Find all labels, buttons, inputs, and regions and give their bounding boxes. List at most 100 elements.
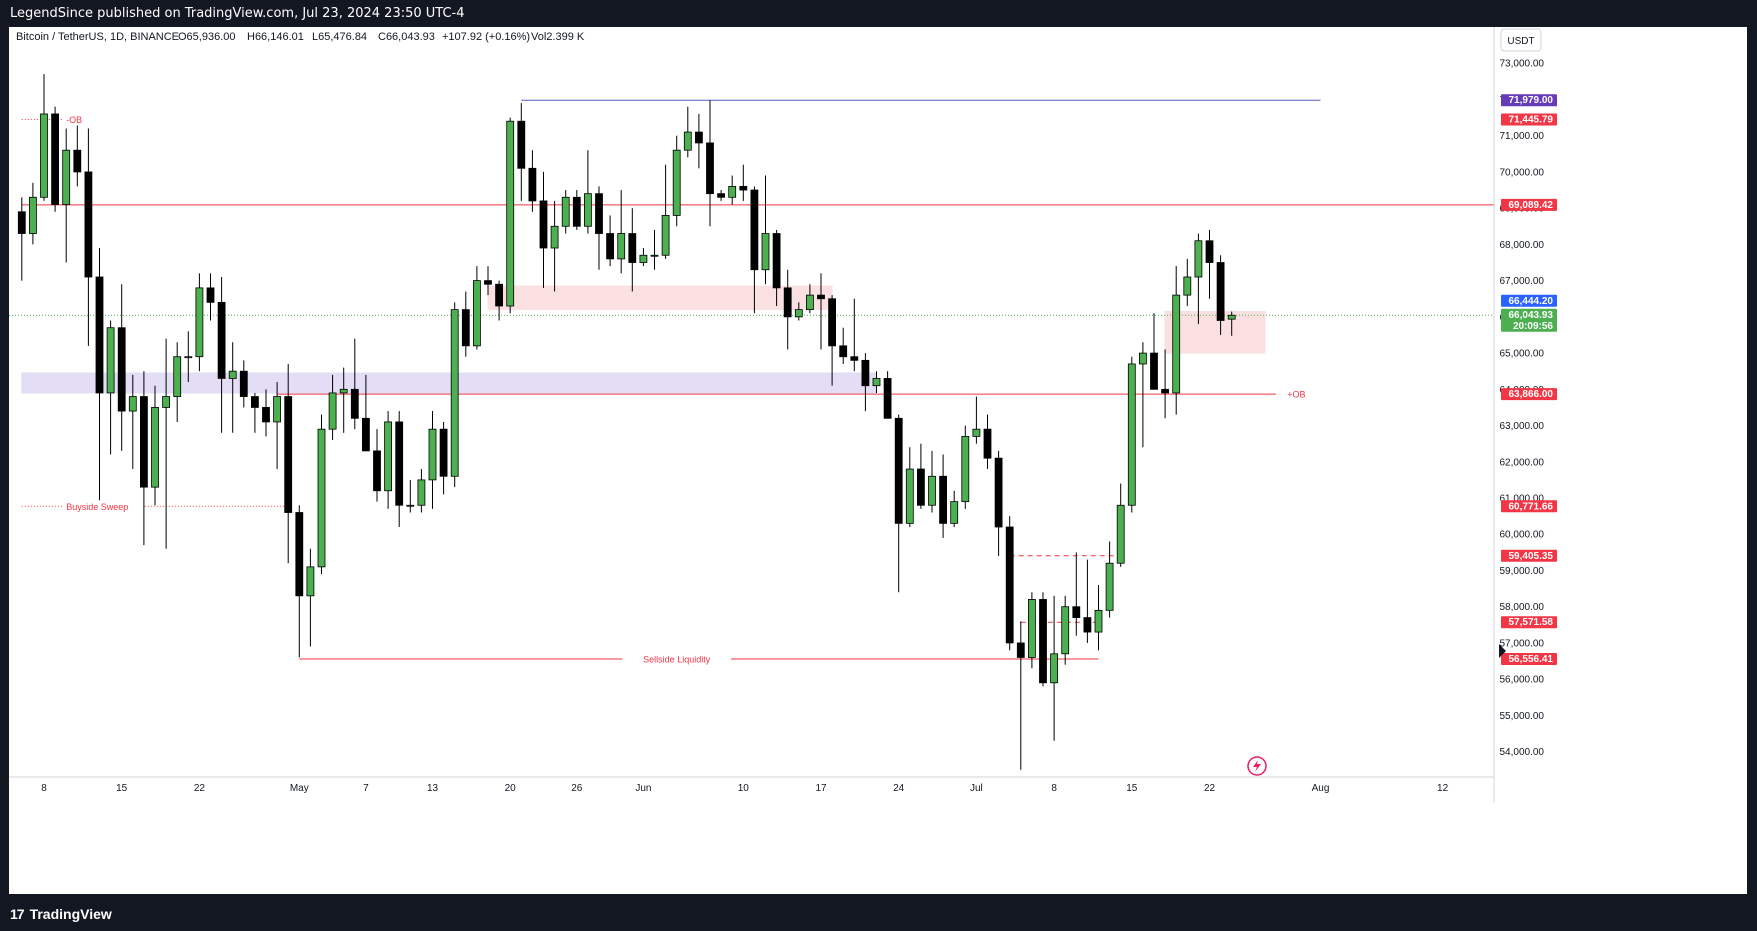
candle-body-bull [961,436,970,503]
price-badge-5757158-text: 57,571.58 [1509,617,1554,628]
candle-body-bull [794,309,803,318]
price-badge-6644420: 66,444.20 [1501,294,1557,307]
scroll-right-arrow-icon[interactable] [1499,644,1506,658]
line-label-bg [622,653,732,666]
candle [683,106,692,158]
candle-body-bear [539,200,548,249]
candle-body-bear [361,417,370,452]
candle-body-bull [306,566,315,597]
price-badge-5940535-text: 59,405.35 [1509,551,1554,562]
candle [262,389,270,437]
candle [628,208,637,292]
candle-body-bear [1216,262,1225,321]
candle [828,295,836,386]
price-badge-5940535-bg [1501,549,1557,562]
candle-body-bear [1161,388,1169,394]
candle [728,175,737,205]
candle-body-bear [983,428,992,459]
price-badge-6077166: 60,771.66 [1501,500,1557,513]
candle [1227,311,1236,336]
candle [1161,349,1169,419]
candle [1083,559,1092,643]
candle-body-bull [1028,599,1036,658]
candle [928,450,936,513]
price-badge-6077166-text: 60,771.66 [1509,501,1554,512]
candle [28,182,37,245]
candle [1028,592,1036,669]
y-tick-label: 63,000.00 [1500,421,1545,432]
legend-volume: Vol2.399 K [531,31,585,43]
candle [250,392,259,433]
candle-body-bear [772,233,781,289]
candle [1150,313,1158,390]
candle-body-bull [950,501,959,524]
x-tick-label: 8 [1051,783,1057,794]
candle-body-bear [206,287,215,303]
candle-body-bull [472,280,481,347]
candle-body-bear [750,189,759,271]
candle [894,414,903,593]
legend-high: H66,146.01 [247,31,304,43]
candle-body-bull [639,254,648,263]
candle-body-bull [1061,606,1070,655]
lightning-icon[interactable] [1247,756,1267,776]
x-tick-label: Jul [970,783,983,794]
currency-button[interactable] [1500,28,1542,52]
candle-body-bear [1016,642,1025,658]
line-label-sellside-liquidity: Sellside Liquidity [643,655,711,665]
candle [384,411,393,509]
candle-body-bull [806,294,814,311]
candle [584,150,592,234]
candle-body-bull [317,428,326,568]
legend-low: L65,476.84 [312,31,367,43]
price-badge-7197900-bg [1501,94,1557,107]
candle [17,197,26,281]
candle [550,200,559,292]
zone-red-zone-july [1164,310,1266,354]
candle [472,266,481,350]
y-tick-label: 55,000.00 [1500,711,1545,722]
candle [273,382,282,470]
candle [817,273,825,350]
candle-body-bear [262,407,270,423]
candle [1039,592,1047,687]
candle-body-bull [450,309,459,477]
candle [106,320,115,455]
candle [228,342,237,433]
candle [306,548,315,647]
y-tick-label: 70,000.00 [1500,167,1545,178]
chart-svg[interactable]: -OB Buyside Sweep Sellside Liquidity +OB Bi… [9,27,1747,894]
candle-body-bear [1005,526,1014,644]
candle [1205,229,1214,299]
candle [672,135,681,227]
current-price-badge-text: 66,043.93 [1509,310,1554,321]
x-tick-label: 12 [1437,783,1449,794]
candle [806,284,814,314]
candle [1050,595,1058,741]
candle-body-bear [695,131,703,144]
candle-body-bear [495,283,504,307]
line-label--ob: +OB [1287,390,1305,400]
candle [484,266,492,296]
tradingview-brand[interactable]: 17 TradingView [10,897,112,931]
legend-symbol[interactable]: Bitcoin / TetherUS, 1D, BINANCE [16,31,179,43]
price-badge-5655641-bg [1501,653,1557,666]
price-badge-5655641: 56,556.41 [1501,653,1557,666]
candle-body-bear [373,450,381,492]
legend-close: C66,043.93 [378,31,435,43]
candle-body-bull [1116,504,1125,564]
candle-body-bear [395,421,404,506]
candle-body-bull [1172,294,1181,394]
publish-header: LegendSince published on TradingView.com… [0,0,1757,27]
candle [373,429,381,502]
candle [62,128,71,263]
y-tick-label: 58,000.00 [1500,602,1545,613]
candle-body-bull [428,428,437,481]
chart-area[interactable]: -OB Buyside Sweep Sellside Liquidity +OB Bi… [9,27,1747,894]
current-price-badge-bg [1501,308,1557,332]
line-label--ob: -OB [66,115,82,125]
line-label-buyside-sweep: Buyside Sweep [66,502,128,512]
candle [128,374,137,470]
candle-body-bear [117,327,126,412]
candle [1216,255,1225,335]
